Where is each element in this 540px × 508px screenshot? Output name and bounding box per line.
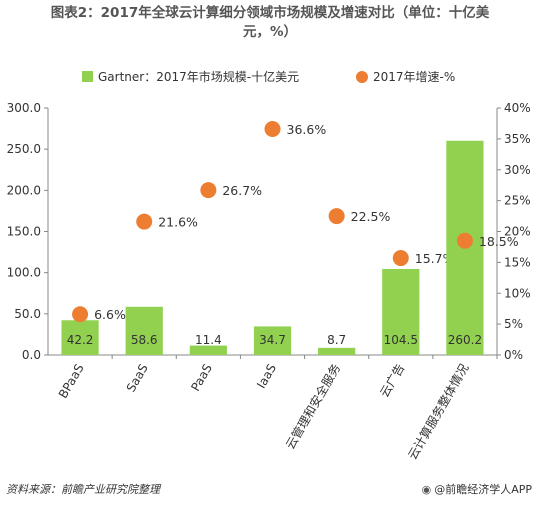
right-axis-tick-label: 0%	[504, 348, 523, 362]
left-axis-tick-label: 300.0	[7, 101, 41, 115]
bar	[382, 268, 420, 355]
growth-point	[264, 120, 281, 137]
legend-dot-label: 2017年增速-%	[373, 70, 456, 84]
category-label: 云管理和安全服务	[282, 361, 343, 452]
bar-value-label: 8.7	[327, 333, 346, 347]
bar-value-label: 58.6	[131, 333, 158, 347]
chart-title-line2: 元，%）	[242, 24, 298, 40]
bar-value-label: 11.4	[195, 333, 222, 347]
category-label: PaaS	[188, 362, 215, 394]
left-axis-tick-label: 100.0	[7, 266, 41, 280]
category-label: 云广告	[377, 362, 407, 400]
left-axis-tick-label: 50.0	[14, 307, 41, 321]
left-axis-tick-label: 150.0	[7, 225, 41, 239]
chart-legend: Gartner：2017年市场规模-十亿美元 2017年增速-%	[0, 66, 540, 86]
category-label: 云计算服务整体情况	[405, 361, 472, 462]
growth-value-label: 6.6%	[94, 307, 126, 322]
category-label: IaaS	[254, 362, 279, 391]
left-axis-tick-label: 200.0	[7, 183, 41, 197]
chart-title-line1: 图表2：2017年全球云计算细分领域市场规模及增速对比（单位：十亿美	[50, 5, 490, 21]
eye-logo-icon: ◉	[421, 482, 432, 496]
right-axis-tick-label: 15%	[504, 255, 531, 269]
growth-point	[136, 213, 153, 230]
category-label: BPaaS	[56, 362, 87, 401]
growth-point	[392, 250, 409, 267]
bar-value-label: 34.7	[259, 333, 286, 347]
brand-label: @前瞻经济学人APP	[434, 483, 532, 496]
brand-footer: ◉ @前瞻经济学人APP	[422, 481, 532, 497]
legend-item-market-size: Gartner：2017年市场规模-十亿美元	[82, 68, 299, 85]
growth-value-label: 26.7%	[222, 183, 262, 198]
legend-dot-swatch	[356, 70, 368, 83]
bar-value-label: 42.2	[67, 333, 94, 347]
legend-item-growth: 2017年增速-%	[356, 68, 455, 85]
right-axis-tick-label: 35%	[504, 132, 531, 146]
right-axis-tick-label: 20%	[504, 225, 531, 239]
category-label: SaaS	[124, 362, 151, 395]
legend-bar-swatch	[82, 71, 93, 82]
left-axis-tick-label: 0.0	[22, 348, 41, 362]
right-axis-tick-label: 30%	[504, 163, 531, 177]
bar	[189, 345, 227, 355]
right-axis-tick-label: 5%	[504, 317, 523, 331]
growth-point	[72, 306, 89, 323]
growth-point	[456, 232, 473, 249]
chart-title: 图表2：2017年全球云计算细分领域市场规模及增速对比（单位：十亿美 元，%）	[0, 4, 540, 42]
growth-value-label: 18.5%	[479, 234, 519, 249]
growth-value-label: 36.6%	[287, 122, 327, 137]
bar-value-label: 260.2	[448, 333, 482, 347]
bar-value-label: 104.5	[384, 333, 418, 347]
growth-point	[200, 182, 217, 199]
bar	[318, 347, 356, 355]
legend-bar-label: Gartner：2017年市场规模-十亿美元	[98, 70, 300, 84]
growth-value-label: 22.5%	[351, 209, 391, 224]
bar	[125, 306, 163, 355]
left-axis-tick-label: 250.0	[7, 142, 41, 156]
right-axis-tick-label: 10%	[504, 286, 531, 300]
right-axis-tick-label: 25%	[504, 194, 531, 208]
bar	[253, 326, 292, 355]
right-axis-tick-label: 40%	[504, 101, 531, 115]
source-note: 资料来源：前瞻产业研究院整理	[6, 483, 160, 496]
bar	[61, 320, 99, 355]
growth-value-label: 15.7%	[415, 251, 455, 266]
growth-value-label: 21.6%	[158, 215, 198, 230]
growth-point	[328, 208, 345, 225]
